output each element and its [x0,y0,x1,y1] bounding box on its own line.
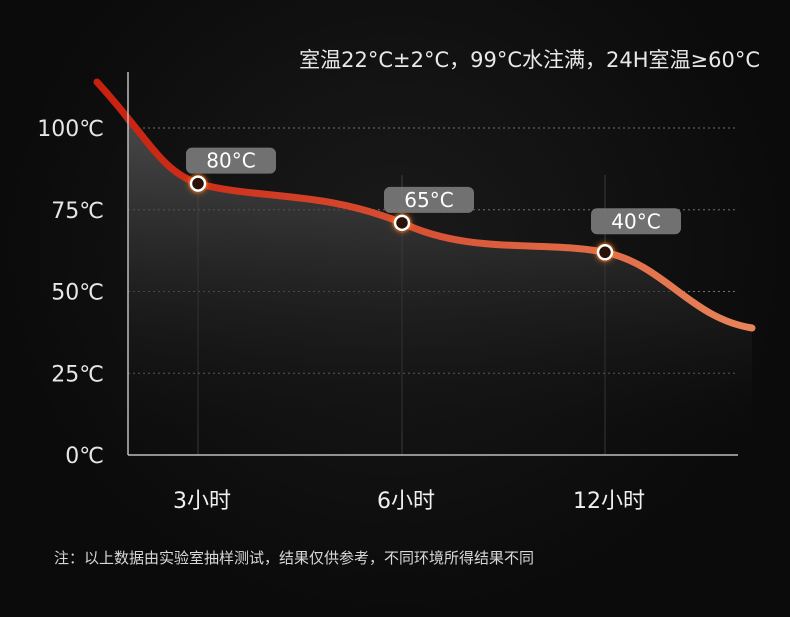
x-tick-label: 3小时 [173,489,231,514]
y-tick-label: 75℃ [51,199,104,224]
y-tick-label: 25℃ [51,362,104,387]
data-label: 65°C [404,188,453,212]
y-tick-label: 50℃ [51,281,104,306]
y-tick-label: 0℃ [65,444,104,469]
y-tick-label: 100℃ [37,117,104,142]
y-tick-labels: 0℃ 25℃ 50℃ 75℃ 100℃ [37,117,104,469]
x-tick-label: 6小时 [377,489,435,514]
x-tick-labels: 3小时 6小时 12小时 [173,489,645,514]
data-point [596,244,614,261]
data-markers: 80°C 65°C 40°C [186,147,681,263]
data-label-box [591,208,681,235]
data-point [393,214,411,232]
data-label-box [186,147,276,174]
data-label: 80°C [206,149,255,173]
footnote: 注：以上数据由实验室抽样测试，结果仅供参考，不同环境所得结果不同 [54,549,535,567]
x-tick-label: 12小时 [573,489,645,514]
axes [127,72,738,456]
data-point [189,175,207,192]
chart-subtitle: 室温22°C±2°C，99°C水注满，24H室温≥60°C [299,48,760,72]
data-label-box [384,186,474,213]
data-label: 40°C [611,209,660,233]
curve-area-shade [97,82,752,455]
